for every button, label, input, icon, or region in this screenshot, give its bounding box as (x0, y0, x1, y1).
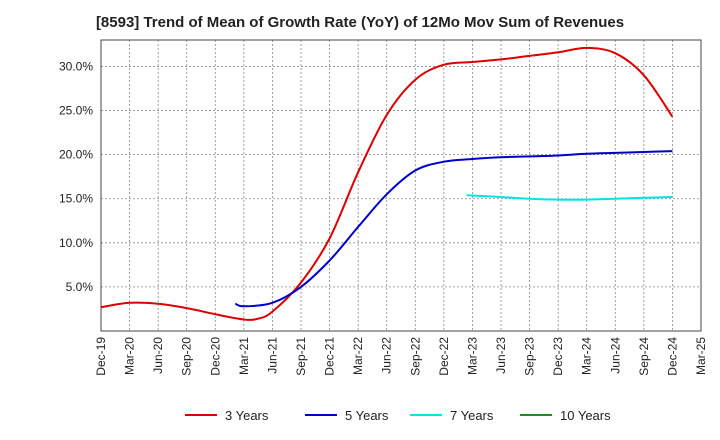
y-axis-ticks: 5.0% 10.0% 15.0% 20.0% 25.0% 30.0% (59, 59, 93, 293)
legend-label: 5 Years (345, 408, 389, 423)
grid (101, 40, 701, 331)
y-tick-label: 20.0% (59, 148, 93, 162)
series-line-3-years (100, 46, 674, 321)
x-tick-label: Dec-19 (94, 337, 108, 376)
y-tick-label: 30.0% (59, 59, 93, 73)
x-tick-label: Dec-23 (551, 337, 565, 376)
series-line-7-years (466, 194, 673, 201)
x-tick-label: Jun-23 (494, 337, 508, 374)
legend-label: 7 Years (450, 408, 494, 423)
legend-label: 3 Years (225, 408, 269, 423)
x-tick-label: Mar-24 (580, 337, 594, 375)
x-tick-label: Jun-24 (608, 337, 622, 374)
x-tick-label: Sep-20 (180, 337, 194, 376)
x-tick-label: Mar-21 (237, 337, 251, 375)
plot-frame (100, 39, 702, 332)
y-tick-label: 5.0% (66, 280, 94, 294)
x-tick-label: Mar-20 (123, 337, 137, 375)
x-tick-label: Mar-25 (694, 337, 708, 375)
x-tick-label: Dec-21 (323, 337, 337, 376)
y-tick-label: 15.0% (59, 192, 93, 206)
x-tick-label: Mar-22 (351, 337, 365, 375)
x-tick-label: Jun-22 (380, 337, 394, 374)
x-tick-label: Dec-24 (665, 337, 679, 376)
x-axis-ticks: Dec-19 Mar-20 Jun-20 Sep-20 Dec-20 Mar-21 Jun-… (94, 337, 708, 376)
series-line-5-years (234, 150, 673, 308)
x-tick-label: Jun-20 (151, 337, 165, 374)
x-tick-label: Dec-20 (208, 337, 222, 376)
x-tick-label: Sep-22 (408, 337, 422, 376)
series-lines (100, 46, 674, 321)
x-tick-label: Jun-21 (265, 337, 279, 374)
y-tick-label: 10.0% (59, 236, 93, 250)
x-tick-label: Mar-23 (465, 337, 479, 375)
legend: 3 Years 5 Years 7 Years 10 Years (185, 408, 611, 423)
x-tick-label: Sep-24 (637, 337, 651, 376)
x-tick-label: Dec-22 (437, 337, 451, 376)
y-tick-label: 25.0% (59, 104, 93, 118)
chart-title: [8593] Trend of Mean of Growth Rate (YoY… (95, 14, 625, 31)
x-tick-label: Sep-23 (523, 337, 537, 376)
legend-label: 10 Years (560, 408, 611, 423)
x-tick-label: Sep-21 (294, 337, 308, 376)
